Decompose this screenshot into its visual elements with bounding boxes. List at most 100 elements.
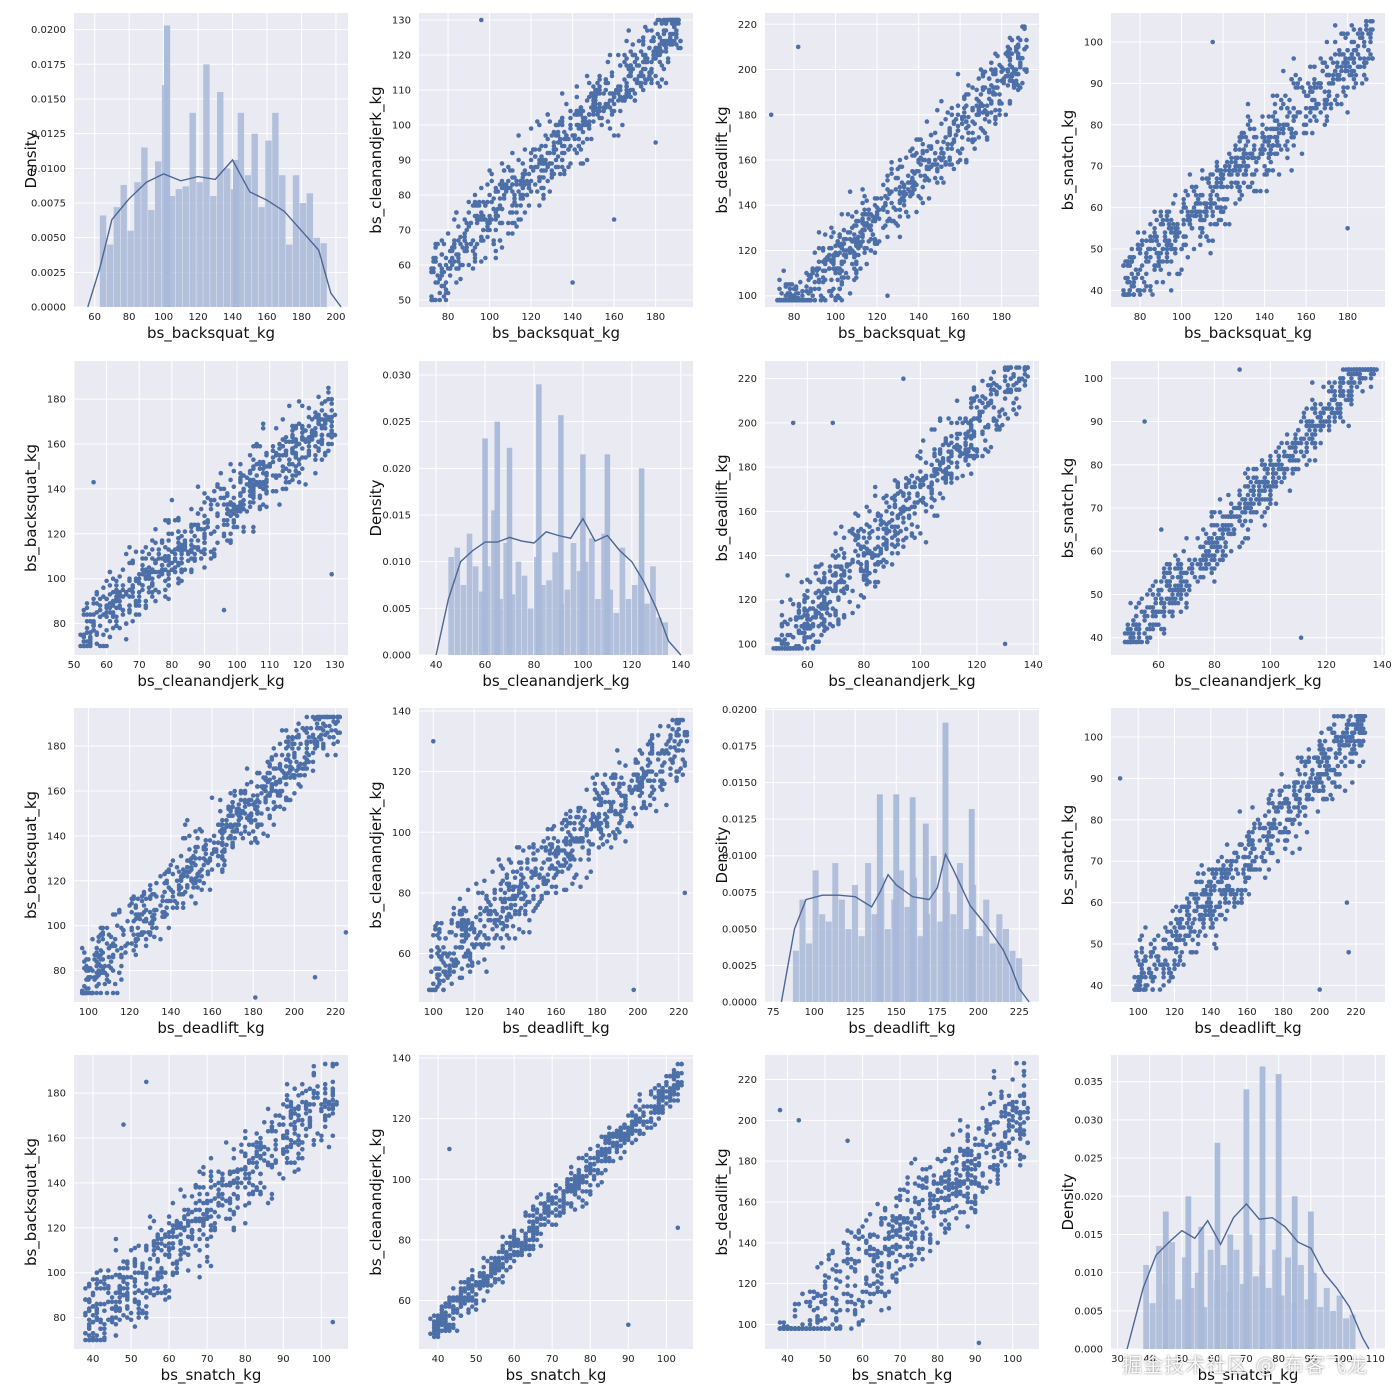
- hist-bar: [589, 538, 595, 655]
- scatter-point: [481, 217, 486, 222]
- scatter-point: [962, 96, 967, 102]
- scatter-point: [949, 473, 954, 479]
- scatter-point: [1016, 405, 1022, 410]
- scatter-point: [283, 479, 289, 485]
- scatter-point: [447, 266, 453, 271]
- hist-bar: [656, 617, 662, 655]
- scatter-point: [474, 213, 480, 219]
- scatter-point: [1310, 397, 1315, 403]
- scatter-point: [271, 775, 277, 780]
- scatter-point: [306, 423, 312, 429]
- scatter-point: [439, 238, 445, 243]
- scatter-point: [1273, 449, 1279, 455]
- scatter-point: [862, 207, 867, 213]
- scatter-point: [1326, 419, 1332, 424]
- scatter-point: [158, 874, 163, 879]
- scatter-point: [472, 259, 478, 264]
- scatter-point: [1237, 505, 1242, 511]
- hist-bar: [120, 184, 127, 307]
- scatter-point: [1312, 445, 1318, 450]
- scatter-point: [481, 199, 486, 205]
- scatter-point: [939, 175, 944, 181]
- scatter-point: [1131, 292, 1137, 297]
- scatter-point: [640, 42, 646, 47]
- scatter-point: [117, 598, 122, 604]
- scatter-point: [844, 586, 850, 591]
- scatter-point: [514, 178, 519, 184]
- scatter-point: [597, 77, 602, 82]
- scatter-point: [1011, 400, 1016, 406]
- scatter-point: [238, 500, 243, 505]
- scatter-point: [915, 524, 920, 530]
- scatter-point: [653, 49, 658, 54]
- scatter-point: [319, 441, 325, 447]
- x-tick-label: 80: [442, 312, 455, 323]
- scatter-point: [300, 403, 305, 409]
- scatter-point: [1002, 365, 1008, 370]
- scatter-point: [974, 405, 980, 410]
- scatter-point: [1168, 246, 1174, 252]
- scatter-point: [1281, 68, 1286, 74]
- scatter-point: [468, 220, 474, 226]
- scatter-point: [1206, 176, 1211, 181]
- scatter-point: [918, 449, 923, 454]
- scatter-point: [518, 182, 523, 187]
- scatter-point: [1142, 613, 1147, 619]
- scatter-point: [1195, 209, 1201, 215]
- scatter-point: [607, 105, 613, 110]
- scatter-point: [260, 426, 266, 431]
- scatter-point: [290, 450, 295, 456]
- scatter-point: [215, 482, 220, 487]
- scatter-point: [501, 168, 507, 173]
- scatter-point: [827, 252, 832, 258]
- y-tick-label: 160: [738, 507, 757, 518]
- scatter-point: [793, 284, 799, 289]
- scatter-point: [872, 546, 878, 552]
- scatter-point: [1224, 159, 1230, 165]
- y-tick-label: 120: [47, 529, 66, 540]
- scatter-point: [479, 234, 484, 240]
- scatter-point: [1009, 71, 1015, 77]
- scatter-point: [983, 425, 988, 430]
- scatter-point: [1293, 449, 1298, 455]
- scatter-point: [903, 506, 909, 512]
- scatter-point: [537, 161, 542, 166]
- scatter-point: [1318, 56, 1323, 61]
- scatter-point: [624, 56, 629, 61]
- scatter-point: [332, 412, 338, 418]
- scatter-point: [1242, 510, 1248, 515]
- scatter-point: [543, 133, 548, 138]
- scatter-point: [472, 255, 478, 261]
- scatter-point: [812, 286, 818, 292]
- scatter-point: [559, 91, 565, 96]
- scatter-point: [999, 65, 1004, 70]
- scatter-point: [833, 555, 838, 560]
- scatter-point: [1330, 77, 1336, 82]
- scatter-point: [833, 612, 838, 618]
- scatter-point: [977, 414, 982, 419]
- scatter-point: [313, 470, 318, 476]
- scatter-point: [1233, 159, 1238, 165]
- scatter-point: [923, 540, 929, 545]
- scatter-point: [923, 473, 929, 479]
- scatter-point: [1262, 462, 1268, 468]
- scatter-point: [176, 883, 182, 888]
- scatter-point: [889, 562, 895, 567]
- scatter-point: [280, 417, 286, 422]
- scatter-point: [1265, 466, 1270, 472]
- x-tick-label: 60: [479, 660, 492, 671]
- scatter-point: [954, 464, 960, 470]
- scatter-point: [1016, 387, 1022, 393]
- scatter-point: [659, 63, 665, 68]
- scatter-point: [1147, 622, 1153, 627]
- scatter-point: [247, 488, 253, 494]
- scatter-point: [485, 227, 490, 233]
- scatter-point: [1304, 406, 1309, 411]
- scatter-point: [1308, 110, 1313, 115]
- scatter-point: [1148, 254, 1153, 260]
- scatter-point: [555, 164, 561, 170]
- scatter-point: [1262, 475, 1268, 481]
- scatter-point: [1284, 432, 1290, 437]
- scatter-point: [452, 217, 457, 222]
- hist-bar: [306, 193, 314, 307]
